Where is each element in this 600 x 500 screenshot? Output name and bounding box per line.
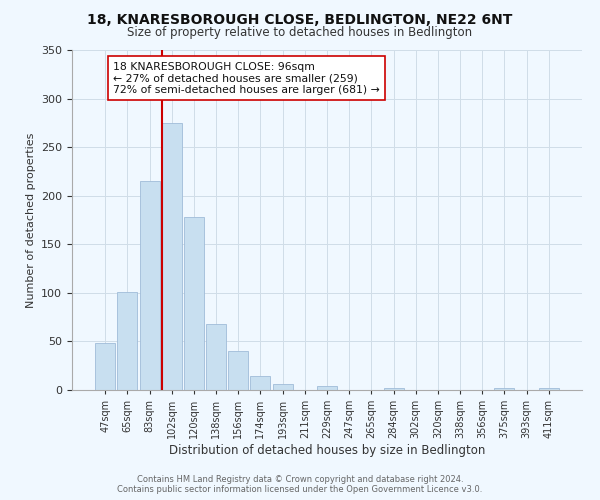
Bar: [228, 351, 248, 390]
Y-axis label: Number of detached properties: Number of detached properties: [26, 132, 35, 308]
Text: Contains HM Land Registry data © Crown copyright and database right 2024.
Contai: Contains HM Land Registry data © Crown c…: [118, 474, 482, 494]
Bar: [162, 123, 182, 390]
Bar: [494, 388, 514, 390]
Bar: [539, 388, 559, 390]
Bar: [95, 344, 115, 390]
Bar: [184, 217, 204, 390]
Text: Size of property relative to detached houses in Bedlington: Size of property relative to detached ho…: [127, 26, 473, 39]
Bar: [250, 376, 271, 390]
Bar: [272, 384, 293, 390]
Bar: [118, 292, 137, 390]
Bar: [383, 388, 404, 390]
X-axis label: Distribution of detached houses by size in Bedlington: Distribution of detached houses by size …: [169, 444, 485, 457]
Text: 18, KNARESBOROUGH CLOSE, BEDLINGTON, NE22 6NT: 18, KNARESBOROUGH CLOSE, BEDLINGTON, NE2…: [88, 12, 512, 26]
Bar: [206, 324, 226, 390]
Bar: [140, 181, 160, 390]
Text: 18 KNARESBOROUGH CLOSE: 96sqm
← 27% of detached houses are smaller (259)
72% of : 18 KNARESBOROUGH CLOSE: 96sqm ← 27% of d…: [113, 62, 380, 95]
Bar: [317, 386, 337, 390]
